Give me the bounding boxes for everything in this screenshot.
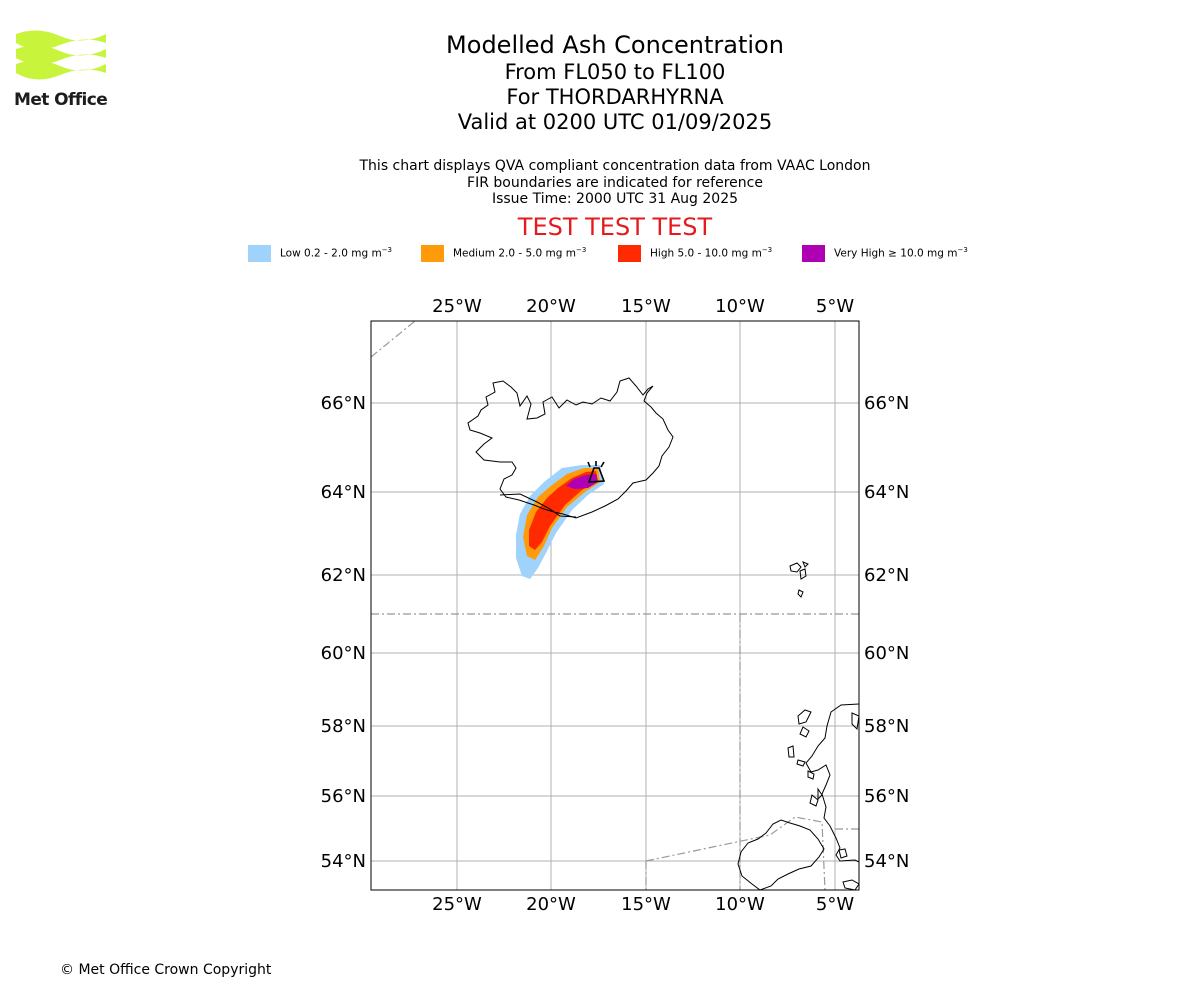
fir-boundaries bbox=[371, 321, 859, 890]
lon-tick-top-10w: 10°W bbox=[715, 296, 765, 317]
lat-tick-right-64n: 64°N bbox=[864, 482, 909, 503]
lon-tick-top-25w: 25°W bbox=[432, 296, 482, 317]
ireland-coastline bbox=[737, 819, 825, 890]
chart-title: Modelled Ash Concentration bbox=[446, 31, 784, 59]
lat-tick-left-60n: 60°N bbox=[321, 643, 366, 664]
lat-tick-left-62n: 62°N bbox=[321, 565, 366, 586]
issue-time: Issue Time: 2000 UTC 31 Aug 2025 bbox=[491, 191, 739, 207]
legend-label-very-high: Very High ≥ 10.0 mg m−3 bbox=[834, 246, 968, 260]
lat-tick-left-56n: 56°N bbox=[321, 786, 366, 807]
ash-cloud-high bbox=[529, 471, 598, 550]
lat-tick-right-54n: 54°N bbox=[864, 851, 909, 872]
met-office-logo: Met Office bbox=[14, 28, 108, 112]
lon-tick-top-15w: 15°W bbox=[621, 296, 671, 317]
lon-ticks-bottom: 25°W 20°W 15°W 10°W 5°W bbox=[432, 894, 854, 915]
volcano-icon bbox=[587, 461, 606, 483]
lat-tick-left-66n: 66°N bbox=[321, 393, 366, 414]
legend-label-medium: Medium 2.0 - 5.0 mg m−3 bbox=[453, 246, 587, 260]
chart-notes: This chart displays QVA compliant concen… bbox=[0, 158, 1200, 208]
scottish-islands bbox=[787, 709, 859, 890]
lon-ticks-top: 25°W 20°W 15°W 10°W 5°W bbox=[432, 296, 854, 317]
map-frame bbox=[370, 320, 860, 891]
reykjanes-outline bbox=[499, 493, 577, 518]
faroe-islands bbox=[789, 561, 809, 598]
legend-label-low: Low 0.2 - 2.0 mg m−3 bbox=[280, 246, 393, 260]
chart-title-block: Modelled Ash Concentration From FL050 to… bbox=[0, 30, 1200, 135]
volcano-name: For THORDARHYRNA bbox=[506, 85, 724, 109]
lon-tick-bottom-10w: 10°W bbox=[715, 894, 765, 915]
lat-tick-left-54n: 54°N bbox=[321, 851, 366, 872]
iceland-coastline bbox=[467, 377, 674, 519]
lon-tick-bottom-20w: 20°W bbox=[526, 894, 576, 915]
lon-tick-bottom-5w: 5°W bbox=[816, 894, 854, 915]
lat-tick-right-66n: 66°N bbox=[864, 393, 909, 414]
legend-swatch-low bbox=[248, 245, 271, 262]
lon-tick-bottom-15w: 15°W bbox=[621, 894, 671, 915]
legend-swatch-medium bbox=[421, 245, 444, 262]
lat-tick-right-60n: 60°N bbox=[864, 643, 909, 664]
lat-tick-right-58n: 58°N bbox=[864, 716, 909, 737]
legend-swatch-very-high bbox=[802, 245, 825, 262]
lat-ticks-right: 66°N 64°N 62°N 60°N 58°N 56°N 54°N bbox=[864, 393, 909, 872]
lat-tick-right-56n: 56°N bbox=[864, 786, 909, 807]
met-office-wave-icon bbox=[16, 30, 106, 80]
copyright-footer: © Met Office Crown Copyright bbox=[60, 962, 272, 978]
lon-tick-top-5w: 5°W bbox=[816, 296, 854, 317]
met-office-logo-text: Met Office bbox=[14, 90, 108, 110]
lon-tick-top-20w: 20°W bbox=[526, 296, 576, 317]
lat-tick-left-64n: 64°N bbox=[321, 482, 366, 503]
flight-level-range: From FL050 to FL100 bbox=[504, 60, 726, 84]
map-gridlines bbox=[371, 321, 859, 890]
map-content bbox=[371, 321, 859, 890]
lon-tick-bottom-25w: 25°W bbox=[432, 894, 482, 915]
uk-coastline bbox=[805, 703, 859, 863]
qva-note: This chart displays QVA compliant concen… bbox=[359, 158, 871, 174]
test-banner: TEST TEST TEST bbox=[517, 213, 713, 241]
lat-tick-right-62n: 62°N bbox=[864, 565, 909, 586]
legend-label-high: High 5.0 - 10.0 mg m−3 bbox=[650, 246, 773, 260]
valid-time: Valid at 0200 UTC 01/09/2025 bbox=[457, 110, 773, 134]
legend-swatch-high bbox=[618, 245, 641, 262]
fir-note: FIR boundaries are indicated for referen… bbox=[467, 174, 763, 191]
lat-ticks-left: 66°N 64°N 62°N 60°N 58°N 56°N 54°N bbox=[321, 393, 366, 872]
lat-tick-left-58n: 58°N bbox=[321, 716, 366, 737]
